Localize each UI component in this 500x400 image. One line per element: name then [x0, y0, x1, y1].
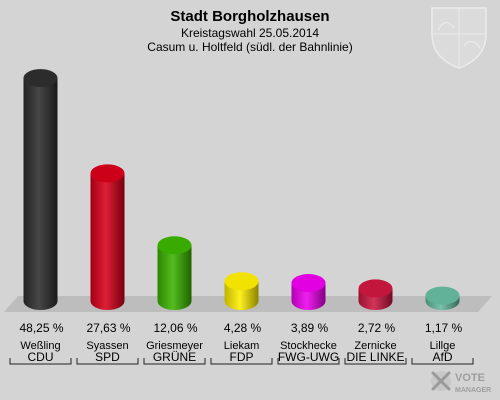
checkmark-icon [431, 371, 451, 391]
bar-cdu [23, 69, 58, 311]
bar-top-cap [157, 236, 192, 255]
bar-fwg-uwg [291, 274, 326, 311]
bar-top-cap [23, 69, 58, 88]
category-label: SPD [95, 350, 120, 364]
bar-gr-ne [157, 236, 192, 311]
candidate-label: Lillge [430, 340, 456, 352]
category-bracket [344, 358, 407, 365]
category-bracket [143, 358, 206, 365]
chart-subtitle-location: Casum u. Holtfeld (südl. der Bahnlinie) [147, 40, 352, 54]
chart-title: Stadt Borgholzhausen [170, 8, 329, 25]
coat-of-arms-emblem [431, 7, 487, 69]
value-labels-layer: 48,25 % 27,63 % 12,06 % 4,28 % 3,89 % 2,72 % 1… [19, 321, 462, 335]
candidate-label: Griesmeyer [146, 340, 203, 352]
bar-top-cap [425, 286, 460, 305]
bar-top-cap [358, 279, 393, 298]
category-label: FDP [230, 350, 254, 364]
bar-fdp [224, 272, 259, 311]
brand-manager-text: MANAGER [455, 387, 491, 394]
bar-afd [425, 286, 460, 311]
bar-spd [90, 164, 125, 311]
category-label: DIE LINKE [346, 350, 404, 364]
bar-body [157, 245, 192, 311]
bar-top-cap [90, 164, 125, 183]
category-bracket [210, 358, 273, 365]
value-label: 12,06 % [153, 321, 197, 335]
value-label: 2,72 % [358, 321, 396, 335]
value-label: 1,17 % [425, 321, 463, 335]
category-bracket [277, 358, 340, 365]
value-label: 4,28 % [224, 321, 262, 335]
category-bracket [9, 358, 72, 365]
category-bracket [411, 358, 474, 365]
candidate-label: Liekam [224, 340, 259, 352]
value-label: 48,25 % [19, 321, 63, 335]
bar-body [23, 78, 58, 311]
category-label: GRÜNE [153, 350, 196, 364]
category-label: AfD [432, 350, 452, 364]
bar-body [90, 173, 125, 311]
bar-die-linke [358, 279, 393, 311]
category-label: CDU [28, 350, 54, 364]
candidate-label: Weßling [20, 340, 60, 352]
brand-vote-text: VOTE [455, 372, 485, 384]
category-bracket [76, 358, 139, 365]
value-label: 3,89 % [291, 321, 329, 335]
bars-layer [23, 69, 460, 311]
category-label: FWG-UWG [278, 350, 339, 364]
bar-top-cap [291, 274, 326, 293]
candidate-label: Zernicke [354, 340, 396, 352]
candidate-label: Stockhecke [280, 340, 337, 352]
chart-subtitle: Kreistagswahl 25.05.2014 [181, 26, 319, 40]
bar-top-cap [224, 272, 259, 291]
vote-manager-logo: VOTE MANAGER [431, 371, 491, 394]
value-label: 27,63 % [86, 321, 130, 335]
candidate-label: Syassen [86, 340, 128, 352]
